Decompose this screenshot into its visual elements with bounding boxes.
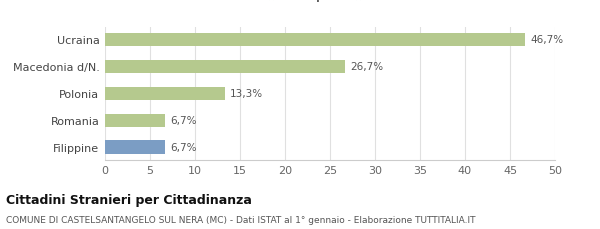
Text: 6,7%: 6,7% (170, 116, 197, 126)
Text: 46,7%: 46,7% (531, 35, 564, 45)
Legend: Europa, Asia: Europa, Asia (255, 0, 405, 5)
Text: 6,7%: 6,7% (170, 143, 197, 153)
Text: Cittadini Stranieri per Cittadinanza: Cittadini Stranieri per Cittadinanza (6, 193, 252, 206)
Bar (105, 141, 166, 154)
Text: 26,7%: 26,7% (351, 62, 384, 72)
Bar (105, 87, 224, 101)
Text: 13,3%: 13,3% (230, 89, 263, 99)
Bar (105, 60, 346, 74)
Bar (105, 114, 166, 127)
Bar (105, 33, 526, 47)
Text: COMUNE DI CASTELSANTANGELO SUL NERA (MC) - Dati ISTAT al 1° gennaio - Elaborazio: COMUNE DI CASTELSANTANGELO SUL NERA (MC)… (6, 215, 476, 224)
